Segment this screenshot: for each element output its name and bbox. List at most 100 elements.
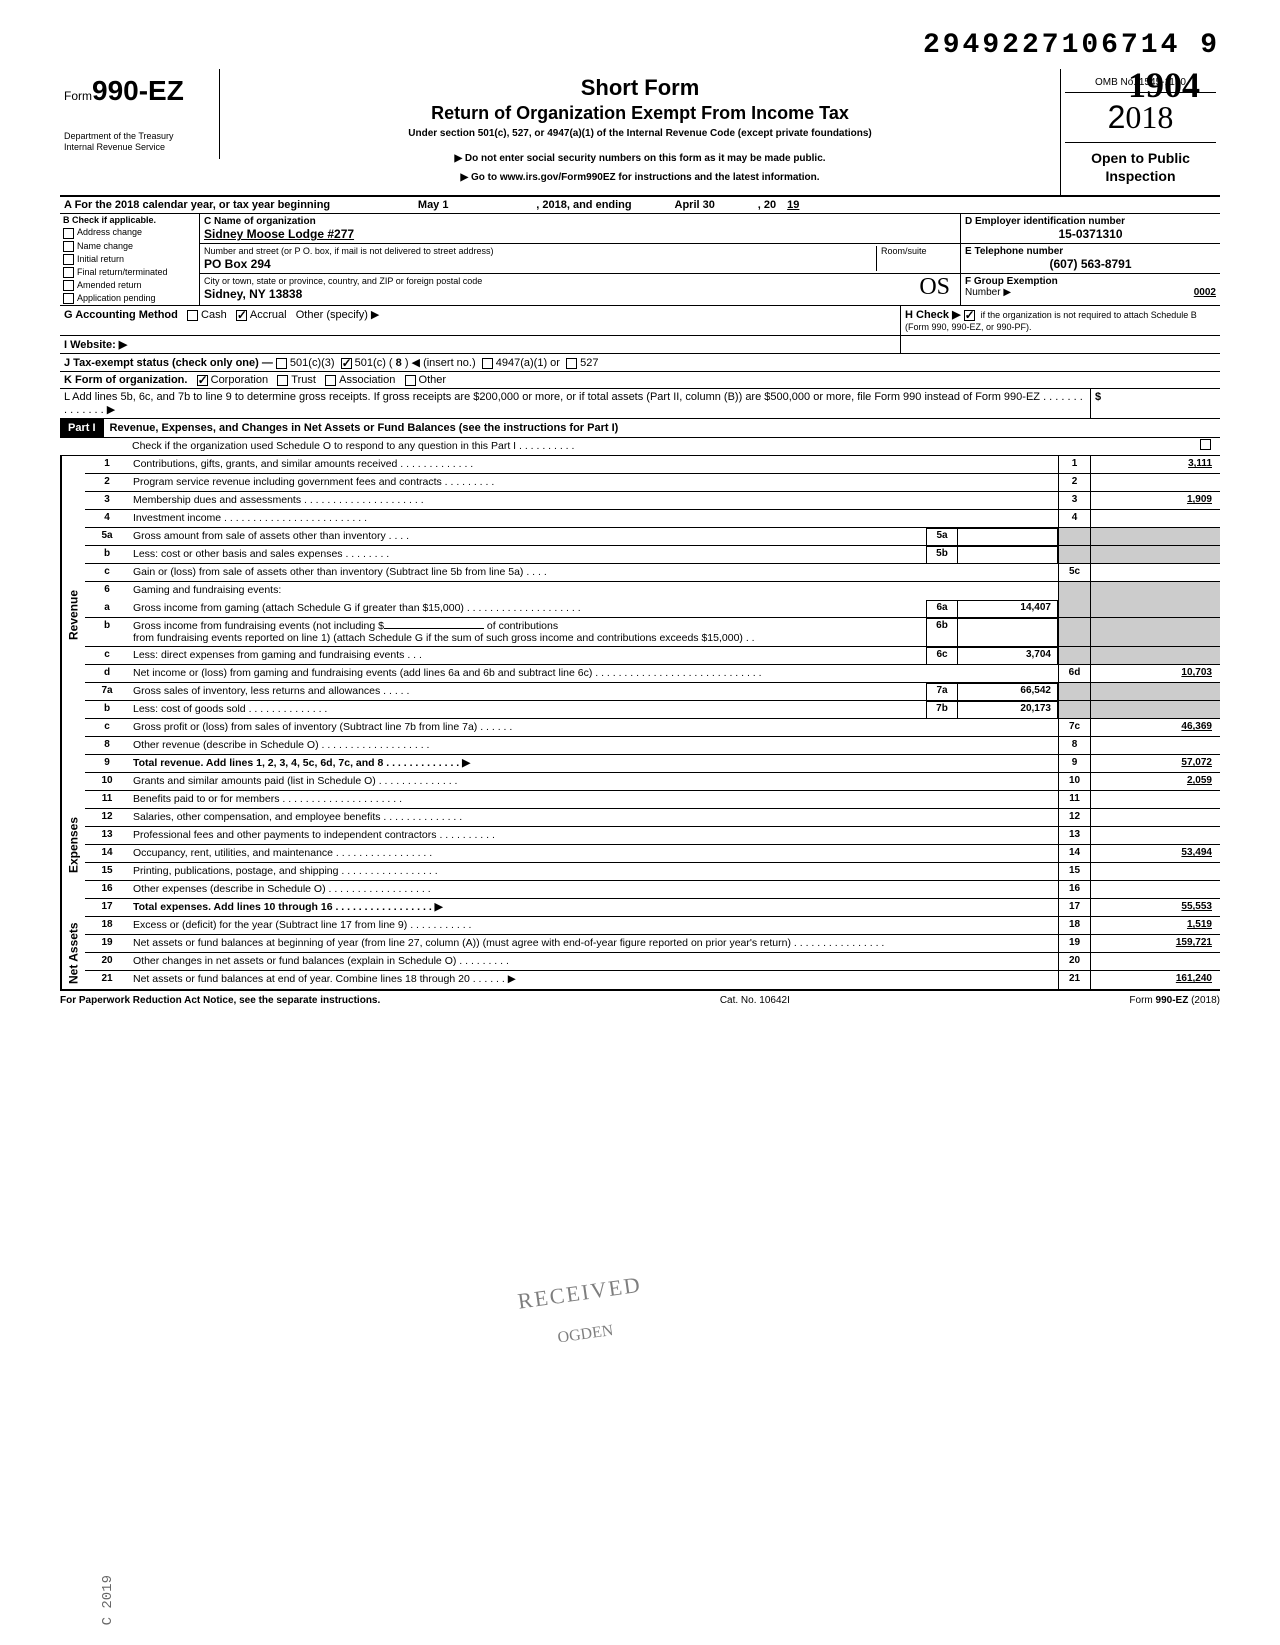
line-6b-subval[interactable] [958, 618, 1058, 646]
org-name-field[interactable]: Sidney Moose Lodge #277 [204, 227, 354, 241]
line-6d-amt[interactable]: 10,703 [1090, 665, 1220, 682]
line-20-amt[interactable] [1090, 953, 1220, 970]
initial-return-checkbox[interactable] [63, 254, 74, 265]
line-18-amt[interactable]: 1,519 [1090, 917, 1220, 934]
other-method-label: Other (specify) ▶ [296, 309, 380, 321]
line-17-amt[interactable]: 55,553 [1090, 899, 1220, 916]
line-21-amt[interactable]: 161,240 [1090, 971, 1220, 989]
line-4-amt[interactable] [1090, 510, 1220, 527]
line-5a-shaded [1058, 528, 1090, 545]
line-13-amt[interactable] [1090, 827, 1220, 844]
form-header: Form990-EZ Department of the Treasury In… [60, 69, 1220, 197]
schedule-b-checkbox[interactable] [964, 310, 975, 321]
document-id: 2949227106714 9 [60, 30, 1220, 61]
line-21-amtno: 21 [1058, 971, 1090, 989]
tax-year-end-month[interactable]: April 30 [635, 199, 755, 211]
line-2-desc: Program service revenue including govern… [129, 474, 1058, 491]
line-7c-amt[interactable]: 46,369 [1090, 719, 1220, 736]
line-5a-desc: Gross amount from sale of assets other t… [129, 528, 926, 545]
line-8-amt[interactable] [1090, 737, 1220, 754]
line-11-amtno: 11 [1058, 791, 1090, 808]
line-6c-subval[interactable]: 3,704 [958, 647, 1058, 664]
line-6a-subval[interactable]: 14,407 [958, 600, 1058, 617]
line-15-amt[interactable] [1090, 863, 1220, 880]
tax-year-end[interactable]: 19 [787, 199, 799, 211]
line-3-amt[interactable]: 1,909 [1090, 492, 1220, 509]
city-field[interactable]: Sidney, NY 13838 [204, 287, 302, 301]
501c-checkbox[interactable] [341, 358, 352, 369]
line-12-no: 12 [85, 809, 129, 826]
address-change-label: Address change [77, 227, 142, 237]
handwritten-note: 1904 [1128, 64, 1200, 106]
527-label: 527 [580, 357, 598, 369]
corp-checkbox[interactable] [197, 375, 208, 386]
other-org-checkbox[interactable] [405, 375, 416, 386]
line-5c-amt[interactable] [1090, 564, 1220, 581]
city-label: City or town, state or province, country… [204, 276, 482, 286]
527-checkbox[interactable] [566, 358, 577, 369]
line-11-no: 11 [85, 791, 129, 808]
dept-treasury: Department of the Treasury [64, 131, 215, 142]
line-7c-desc: Gross profit or (loss) from sales of inv… [129, 719, 1058, 736]
line-6a-subno: 6a [926, 600, 958, 617]
gross-receipts-field[interactable]: $ [1090, 389, 1220, 418]
street-label: Number and street (or P O. box, if mail … [204, 246, 493, 256]
group-exemption-field[interactable]: 0002 [1194, 287, 1216, 298]
ein-field[interactable]: 15-0371310 [965, 227, 1216, 241]
line-7c-no: c [85, 719, 129, 736]
expenses-section: Expenses 10Grants and similar amounts pa… [60, 773, 1220, 917]
line-5b-shaded [1058, 546, 1090, 563]
final-return-checkbox[interactable] [63, 267, 74, 278]
section-h-label: H Check ▶ [905, 309, 961, 321]
line-14-amt[interactable]: 53,494 [1090, 845, 1220, 862]
501c-number[interactable]: 8 [396, 357, 402, 369]
line-11-amt[interactable] [1090, 791, 1220, 808]
line-16-amt[interactable] [1090, 881, 1220, 898]
line-7a-shaded [1058, 683, 1090, 700]
line-7a-subno: 7a [926, 683, 958, 700]
accrual-label: Accrual [250, 309, 287, 321]
line-7b-subval[interactable]: 20,173 [958, 701, 1058, 718]
trust-checkbox[interactable] [277, 375, 288, 386]
line-1-amt[interactable]: 3,111 [1090, 456, 1220, 473]
line-17-desc: Total expenses. Add lines 10 through 16 … [129, 899, 1058, 916]
line-9-amt[interactable]: 57,072 [1090, 755, 1220, 772]
line-8-no: 8 [85, 737, 129, 754]
line-16-amtno: 16 [1058, 881, 1090, 898]
corp-label: Corporation [211, 374, 268, 386]
line-12-amtno: 12 [1058, 809, 1090, 826]
501c3-checkbox[interactable] [276, 358, 287, 369]
4947-checkbox[interactable] [482, 358, 493, 369]
line-a-mid: , 2018, and ending [536, 199, 631, 211]
form-number: 990-EZ [92, 75, 184, 106]
line-7b-shaded2 [1090, 701, 1220, 718]
line-7a-subval[interactable]: 66,542 [958, 683, 1058, 700]
amended-return-checkbox[interactable] [63, 280, 74, 291]
assoc-checkbox[interactable] [325, 375, 336, 386]
address-change-checkbox[interactable] [63, 228, 74, 239]
section-c-label: C Name of organization [204, 216, 316, 227]
phone-field[interactable]: (607) 563-8791 [965, 257, 1216, 271]
line-5b-subval[interactable] [958, 546, 1058, 563]
line-12-amt[interactable] [1090, 809, 1220, 826]
accrual-checkbox[interactable] [236, 310, 247, 321]
street-field[interactable]: PO Box 294 [204, 257, 271, 271]
line-7a-desc: Gross sales of inventory, less returns a… [129, 683, 926, 700]
line-2-no: 2 [85, 474, 129, 491]
line-5a-subval[interactable] [958, 528, 1058, 545]
tax-year-begin[interactable]: May 1 [333, 199, 533, 211]
line-7b-desc: Less: cost of goods sold . . . . . . . .… [129, 701, 926, 718]
schedule-o-checkbox[interactable] [1200, 439, 1211, 450]
app-pending-checkbox[interactable] [63, 293, 74, 304]
part1-header-row: Part I Revenue, Expenses, and Changes in… [60, 419, 1220, 438]
line-2-amt[interactable] [1090, 474, 1220, 491]
cash-checkbox[interactable] [187, 310, 198, 321]
name-change-checkbox[interactable] [63, 241, 74, 252]
line-7c-amtno: 7c [1058, 719, 1090, 736]
amended-return-label: Amended return [77, 280, 142, 290]
line-19-amt[interactable]: 159,721 [1090, 935, 1220, 952]
line-6a-shaded [1058, 600, 1090, 617]
line-10-amt[interactable]: 2,059 [1090, 773, 1220, 790]
line-6c-shaded2 [1090, 647, 1220, 664]
line-6d-amtno: 6d [1058, 665, 1090, 682]
